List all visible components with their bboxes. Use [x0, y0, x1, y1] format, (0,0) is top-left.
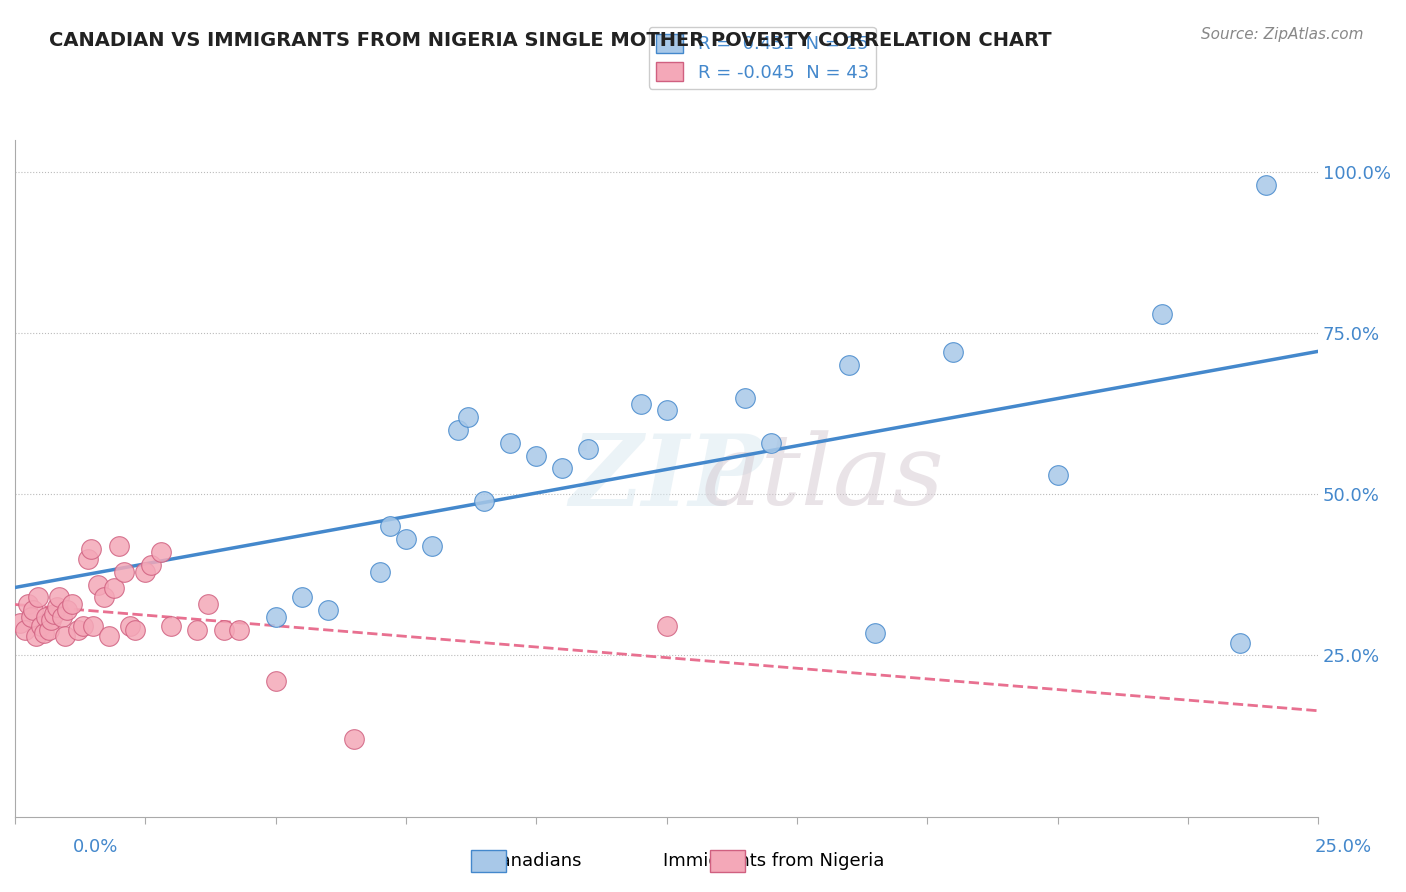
Point	[66, 623, 89, 637]
Point	[56, 603, 79, 617]
Point	[35, 609, 58, 624]
Legend: R =  0.431  N = 25, R = -0.045  N = 43: R = 0.431 N = 25, R = -0.045 N = 43	[648, 27, 876, 89]
Point	[447, 423, 470, 437]
Point	[655, 403, 678, 417]
Point	[457, 409, 479, 424]
Point	[77, 551, 100, 566]
Point	[291, 591, 314, 605]
Point	[53, 629, 76, 643]
Point	[734, 391, 756, 405]
Point	[368, 565, 391, 579]
Text: Canadians: Canadians	[486, 852, 582, 870]
Point	[60, 597, 83, 611]
Point	[186, 623, 208, 637]
Text: Immigrants from Nigeria: Immigrants from Nigeria	[662, 852, 884, 870]
Point	[343, 732, 366, 747]
Point	[108, 539, 131, 553]
Point	[139, 558, 162, 573]
Point	[134, 565, 156, 579]
Point	[576, 442, 599, 457]
Point	[759, 435, 782, 450]
Point	[655, 619, 678, 633]
Point	[264, 674, 287, 689]
Point	[228, 623, 250, 637]
Point	[72, 619, 94, 633]
Point	[380, 519, 402, 533]
Point	[1254, 178, 1277, 192]
Point	[14, 623, 37, 637]
Point	[212, 623, 235, 637]
Point	[118, 619, 141, 633]
Point	[395, 533, 418, 547]
Point	[551, 461, 574, 475]
Point	[42, 607, 65, 621]
Point	[420, 539, 443, 553]
Point	[149, 545, 172, 559]
Point	[942, 345, 965, 359]
Point	[316, 603, 339, 617]
Point	[8, 616, 31, 631]
Point	[124, 623, 146, 637]
Point	[17, 597, 39, 611]
Point	[22, 603, 45, 617]
Text: Source: ZipAtlas.com: Source: ZipAtlas.com	[1201, 27, 1364, 42]
Point	[32, 625, 55, 640]
Point	[20, 609, 42, 624]
Point	[38, 623, 60, 637]
Point	[79, 542, 101, 557]
Point	[1150, 307, 1173, 321]
Text: atlas: atlas	[702, 431, 945, 525]
Point	[103, 581, 125, 595]
Point	[524, 449, 547, 463]
Point	[93, 591, 115, 605]
Point	[1229, 635, 1251, 649]
Point	[197, 597, 219, 611]
Point	[24, 629, 46, 643]
Point	[41, 613, 63, 627]
Point	[27, 591, 49, 605]
Text: 0.0%: 0.0%	[73, 838, 118, 856]
Point	[472, 493, 495, 508]
Point	[87, 577, 110, 591]
Point	[160, 619, 183, 633]
Point	[30, 619, 52, 633]
Point	[82, 619, 104, 633]
Point	[838, 359, 860, 373]
Point	[97, 629, 120, 643]
Point	[1046, 467, 1069, 482]
Point	[51, 609, 73, 624]
Point	[45, 600, 67, 615]
Point	[114, 565, 136, 579]
Point	[48, 591, 70, 605]
Point	[264, 609, 287, 624]
Point	[499, 435, 522, 450]
Point	[630, 397, 652, 411]
Text: ZIP: ZIP	[569, 430, 763, 526]
Text: 25.0%: 25.0%	[1315, 838, 1371, 856]
Text: CANADIAN VS IMMIGRANTS FROM NIGERIA SINGLE MOTHER POVERTY CORRELATION CHART: CANADIAN VS IMMIGRANTS FROM NIGERIA SING…	[49, 31, 1052, 50]
Point	[863, 625, 886, 640]
